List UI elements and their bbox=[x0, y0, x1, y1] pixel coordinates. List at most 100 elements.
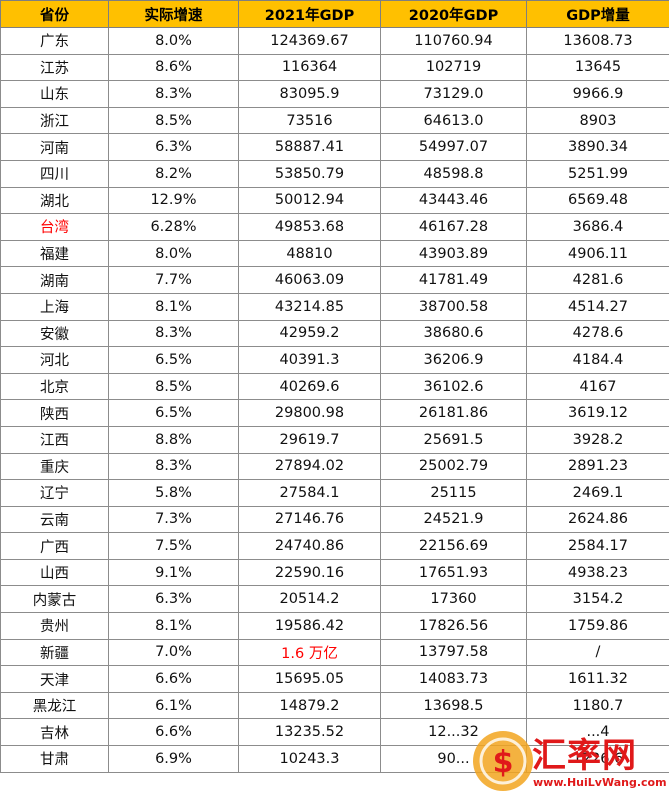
table-row: 黑龙江 6.1% 14879.2 13698.5 1180.7 bbox=[0, 691, 669, 720]
cell-province: 重庆 bbox=[0, 452, 109, 481]
cell-gdp-increase: 3154.2 bbox=[526, 585, 669, 614]
table-row: 台湾 6.28% 49853.68 46167.28 3686.4 bbox=[0, 213, 669, 241]
cell-gdp-2020: 25115 bbox=[380, 479, 527, 507]
cell-growth: 8.5% bbox=[108, 106, 239, 135]
cell-gdp-increase: 2584.17 bbox=[526, 532, 669, 560]
cell-gdp-increase: 3619.12 bbox=[526, 399, 669, 427]
cell-gdp-2020: 36102.6 bbox=[380, 372, 527, 401]
cell-growth: 6.9% bbox=[108, 745, 239, 773]
cell-growth: 8.1% bbox=[108, 292, 239, 321]
cell-gdp-increase: 3928.2 bbox=[526, 425, 669, 454]
cell-growth: 6.3% bbox=[108, 585, 239, 614]
table-row: 江西 8.8% 29619.7 25691.5 3928.2 bbox=[0, 425, 669, 454]
table-row: 甘肃 6.9% 10243.3 90... 1226.6 bbox=[0, 745, 669, 773]
cell-gdp-2020: 110760.94 bbox=[380, 27, 527, 55]
cell-gdp-2021: 46063.09 bbox=[238, 266, 381, 294]
cell-growth: 8.0% bbox=[108, 239, 239, 268]
cell-gdp-2020: 64613.0 bbox=[380, 106, 527, 135]
watermark-url: www.HuiLvWang.com bbox=[533, 776, 667, 789]
cell-gdp-2020: 73129.0 bbox=[380, 80, 527, 108]
table-row: 吉林 6.6% 13235.52 12...32 ...4 bbox=[0, 718, 669, 747]
table-row: 新疆 7.0% 1.6 万亿 13797.58/ bbox=[0, 638, 669, 667]
cell-gdp-2021: 58887.41 bbox=[238, 133, 381, 161]
table-row: 内蒙古 6.3% 20514.2 17360 3154.2 bbox=[0, 585, 669, 614]
cell-gdp-2021: 29619.7 bbox=[238, 425, 381, 454]
cell-growth: 6.5% bbox=[108, 346, 239, 374]
cell-growth: 6.3% bbox=[108, 133, 239, 161]
cell-province: 天津 bbox=[0, 665, 109, 693]
table-row: 贵州 8.1% 19586.42 17826.56 1759.86 bbox=[0, 612, 669, 640]
cell-gdp-2020: 26181.86 bbox=[380, 399, 527, 427]
cell-gdp-2021: 83095.9 bbox=[238, 80, 381, 108]
cell-growth: 6.6% bbox=[108, 718, 239, 747]
table-row: 浙江 8.5% 73516 64613.0 8903 bbox=[0, 106, 669, 135]
table-row: 四川 8.2% 53850.79 48598.8 5251.99 bbox=[0, 159, 669, 188]
cell-gdp-increase: 5251.99 bbox=[526, 159, 669, 188]
cell-gdp-2020: 43443.46 bbox=[380, 186, 527, 215]
cell-gdp-increase: ...4 bbox=[526, 718, 669, 747]
cell-gdp-2021: 27146.76 bbox=[238, 505, 381, 534]
cell-growth: 12.9% bbox=[108, 186, 239, 215]
cell-gdp-increase: 13608.73 bbox=[526, 27, 669, 55]
cell-gdp-2020: 38680.6 bbox=[380, 319, 527, 348]
cell-gdp-2021: 124369.67 bbox=[238, 27, 381, 55]
cell-gdp-2021: 20514.2 bbox=[238, 585, 381, 614]
cell-gdp-2021: 49853.68 bbox=[238, 213, 381, 241]
cell-province: 湖北 bbox=[0, 186, 109, 215]
cell-province: 辽宁 bbox=[0, 479, 109, 507]
cell-gdp-2021: 22590.16 bbox=[238, 558, 381, 587]
cell-province: 河北 bbox=[0, 346, 109, 374]
cell-gdp-2021: 73516 bbox=[238, 106, 381, 135]
cell-gdp-increase: 1611.32 bbox=[526, 665, 669, 693]
cell-growth: 6.5% bbox=[108, 399, 239, 427]
cell-gdp-2020: 22156.69 bbox=[380, 532, 527, 560]
cell-gdp-2021: 1.6 万亿 bbox=[238, 638, 381, 667]
cell-gdp-2021: 40269.6 bbox=[238, 372, 381, 401]
table-row: 湖南 7.7% 46063.09 41781.49 4281.6 bbox=[0, 266, 669, 294]
cell-province: 贵州 bbox=[0, 612, 109, 640]
cell-gdp-2020: 25691.5 bbox=[380, 425, 527, 454]
table-row: 福建 8.0% 48810 43903.89 4906.11 bbox=[0, 239, 669, 268]
cell-growth: 8.5% bbox=[108, 372, 239, 401]
cell-province: 云南 bbox=[0, 505, 109, 534]
cell-growth: 8.1% bbox=[108, 612, 239, 640]
table-row: 山西 9.1% 22590.16 17651.93 4938.23 bbox=[0, 558, 669, 587]
table-row: 北京 8.5% 40269.6 36102.6 4167 bbox=[0, 372, 669, 401]
cell-gdp-2020: 41781.49 bbox=[380, 266, 527, 294]
cell-gdp-2020: 38700.58 bbox=[380, 292, 527, 321]
cell-gdp-2021: 43214.85 bbox=[238, 292, 381, 321]
table-row: 河北 6.5% 40391.3 36206.9 4184.4 bbox=[0, 346, 669, 374]
table-row: 重庆 8.3% 27894.02 25002.79 2891.23 bbox=[0, 452, 669, 481]
cell-province: 山东 bbox=[0, 80, 109, 108]
cell-gdp-2020: 13797.58 bbox=[380, 638, 527, 667]
cell-province: 黑龙江 bbox=[0, 691, 109, 720]
cell-gdp-increase: 4906.11 bbox=[526, 239, 669, 268]
cell-gdp-2021: 48810 bbox=[238, 239, 381, 268]
cell-province: 四川 bbox=[0, 159, 109, 188]
cell-gdp-2021: 50012.94 bbox=[238, 186, 381, 215]
table-row: 江苏 8.6% 116364 102719 13645 bbox=[0, 53, 669, 82]
table-row: 广东 8.0% 124369.67 110760.94 13608.73 bbox=[0, 27, 669, 55]
cell-gdp-2020: 102719 bbox=[380, 53, 527, 82]
cell-gdp-increase: 4278.6 bbox=[526, 319, 669, 348]
cell-gdp-2021: 42959.2 bbox=[238, 319, 381, 348]
cell-gdp-2020: 14083.73 bbox=[380, 665, 527, 693]
cell-growth: 9.1% bbox=[108, 558, 239, 587]
cell-province: 新疆 bbox=[0, 638, 109, 667]
cell-province: 福建 bbox=[0, 239, 109, 268]
cell-growth: 5.8% bbox=[108, 479, 239, 507]
table-row: 上海 8.1% 43214.85 38700.58 4514.27 bbox=[0, 292, 669, 321]
cell-gdp-2021: 15695.05 bbox=[238, 665, 381, 693]
cell-province: 江西 bbox=[0, 425, 109, 454]
cell-growth: 8.3% bbox=[108, 452, 239, 481]
cell-gdp-increase: 1180.7 bbox=[526, 691, 669, 720]
cell-gdp-2020: 48598.8 bbox=[380, 159, 527, 188]
cell-growth: 8.2% bbox=[108, 159, 239, 188]
cell-growth: 7.7% bbox=[108, 266, 239, 294]
cell-gdp-increase: 9966.9 bbox=[526, 80, 669, 108]
table-row: 山东 8.3% 83095.9 73129.0 9966.9 bbox=[0, 80, 669, 108]
cell-gdp-increase: 4938.23 bbox=[526, 558, 669, 587]
cell-gdp-increase: 2624.86 bbox=[526, 505, 669, 534]
cell-growth: 6.6% bbox=[108, 665, 239, 693]
cell-province: 河南 bbox=[0, 133, 109, 161]
